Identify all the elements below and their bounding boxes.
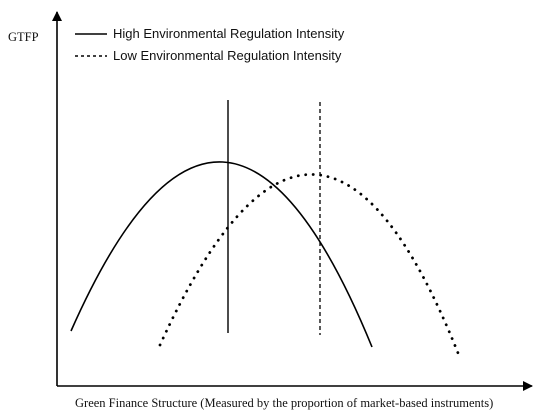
legend-label-high: High Environmental Regulation Intensity (113, 26, 345, 41)
x-axis-label: Green Finance Structure (Measured by the… (75, 396, 493, 410)
legend-label-low: Low Environmental Regulation Intensity (113, 48, 342, 63)
legend: High Environmental Regulation Intensity … (75, 26, 345, 63)
high-regulation-curve (70, 161, 373, 348)
low-regulation-curve (158, 173, 460, 355)
y-axis-label: GTFP (8, 30, 39, 44)
